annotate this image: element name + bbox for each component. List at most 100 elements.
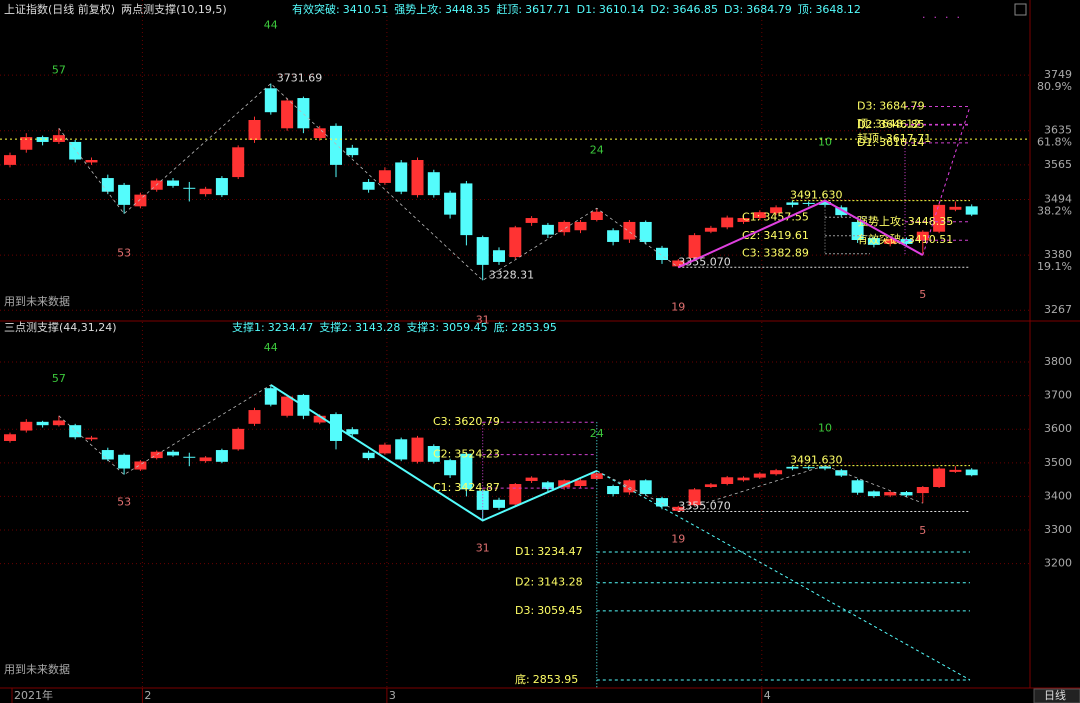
candle-body [851, 480, 864, 493]
level-value: 3684.79 [746, 3, 792, 16]
level-name: 支撑1: [232, 320, 265, 334]
candle-body [965, 469, 978, 476]
level-label-value: 3234.47 [537, 545, 583, 558]
candle-body [346, 147, 359, 156]
y-tick-label: 3380 [1044, 248, 1072, 261]
candle-body [607, 230, 620, 242]
candle-body [916, 487, 929, 494]
level-value: 3410.51 [343, 3, 389, 16]
candle-body [574, 221, 587, 231]
candle-body [835, 207, 848, 216]
level-label-value: 3410.51 [908, 233, 954, 246]
panel-title: 上证指数(日线 前复权) [4, 2, 115, 16]
candle-body [346, 429, 359, 435]
candle-body [134, 194, 147, 207]
level-label-value: 3648.12 [875, 117, 921, 130]
candle-body [786, 466, 799, 469]
trend-line [270, 384, 598, 522]
wave-count: 19 [671, 533, 685, 546]
candle-body [101, 178, 114, 192]
c-level-label-name: C1: [433, 481, 451, 494]
candle-body [770, 207, 783, 214]
candle-body [85, 437, 98, 440]
wave-count: 44 [264, 19, 278, 32]
candle-body [639, 480, 652, 495]
candle-body [590, 211, 603, 220]
zigzag-line [58, 384, 923, 521]
c-level-label: C1: 3424.87 [433, 481, 500, 494]
level-label-name: D2: [515, 576, 534, 589]
candle-body [704, 484, 717, 488]
pivot-label: 3731.69 [277, 72, 323, 85]
candle-body [183, 187, 196, 189]
y-tick-label: 3494 [1044, 193, 1072, 206]
level-label-value: 3059.45 [537, 604, 583, 617]
candle-body [167, 451, 179, 456]
level-label-value: 2853.95 [533, 673, 579, 686]
menu-dots[interactable]: ···· [922, 11, 968, 24]
wave-count: 24 [590, 143, 604, 156]
c-level-label-value: 3419.61 [763, 229, 809, 242]
candle-body [52, 135, 65, 142]
y-tick-label: 3800 [1044, 355, 1072, 368]
wave-count: 10 [818, 422, 832, 435]
level-label-value: 3143.28 [537, 576, 583, 589]
candle-body [835, 470, 848, 476]
candle-body [525, 218, 538, 223]
level-label-value: 3646.85 [879, 118, 925, 131]
period-button[interactable] [1033, 688, 1080, 703]
level-name: 赶顶: [496, 2, 522, 16]
level-label: D3: 3684.79 [857, 99, 925, 112]
level-value: 3059.45 [442, 321, 488, 334]
candle-body [4, 434, 16, 441]
candle-body [150, 451, 163, 459]
y-tick-label: 3500 [1044, 456, 1072, 469]
y-tick-label: 3300 [1044, 523, 1072, 536]
candle-body [867, 491, 880, 497]
y-tick-label: 3565 [1044, 158, 1072, 171]
level-label-name: D1: [515, 545, 534, 558]
level-label-name: 有效突破: [857, 232, 905, 246]
c-level-label-name: C1: [742, 210, 760, 223]
candle-body [444, 192, 457, 215]
y-tick-label: 3749 [1044, 68, 1072, 81]
candle-body [541, 224, 554, 235]
candle-body [264, 388, 277, 405]
y-tick-label: 3635 [1044, 124, 1072, 137]
candle-body [721, 477, 734, 484]
level-label-name: 赶顶: [857, 131, 883, 145]
candle-body [753, 473, 766, 478]
candle-body [134, 461, 147, 470]
c-level-label-value: 3424.87 [454, 481, 500, 494]
pivot-label: 3328.31 [489, 268, 535, 281]
fib-label: 61.8% [1037, 136, 1072, 149]
settings-icon[interactable] [1014, 3, 1027, 16]
x-tick-label: 3 [389, 689, 396, 702]
candle-body [362, 181, 375, 190]
level-label: D2: 3646.85 [857, 118, 925, 131]
candle-body [819, 466, 831, 469]
level-value: 3610.14 [599, 3, 645, 16]
candle-body [330, 125, 342, 165]
wave-count: 57 [52, 63, 66, 76]
candle-body [737, 477, 750, 481]
candle-body [493, 250, 505, 262]
panel-header: 上证指数(日线 前复权) 两点测支撑(10,19,5) [4, 2, 227, 16]
pivot-label: 3491.630 [790, 189, 843, 202]
y-tick-label: 3700 [1044, 389, 1072, 402]
candle-body [541, 482, 554, 490]
x-tick-label: 2021年 [14, 688, 53, 702]
level-name: 支撑3: [406, 320, 439, 334]
candle-body [867, 238, 880, 245]
candle-body [20, 137, 33, 150]
candle-body [411, 437, 424, 462]
x-tick-label: 2 [144, 689, 151, 702]
level-summary: 有效突破: 3410.51 强势上攻: 3448.35 赶顶: 3617.71 D1: 361… [292, 2, 861, 16]
period-label[interactable]: 日线 [1044, 688, 1066, 702]
candle-body [101, 450, 114, 460]
level-value: 3448.35 [445, 3, 491, 16]
panel-subtitle: 两点测支撑(10,19,5) [121, 2, 227, 16]
